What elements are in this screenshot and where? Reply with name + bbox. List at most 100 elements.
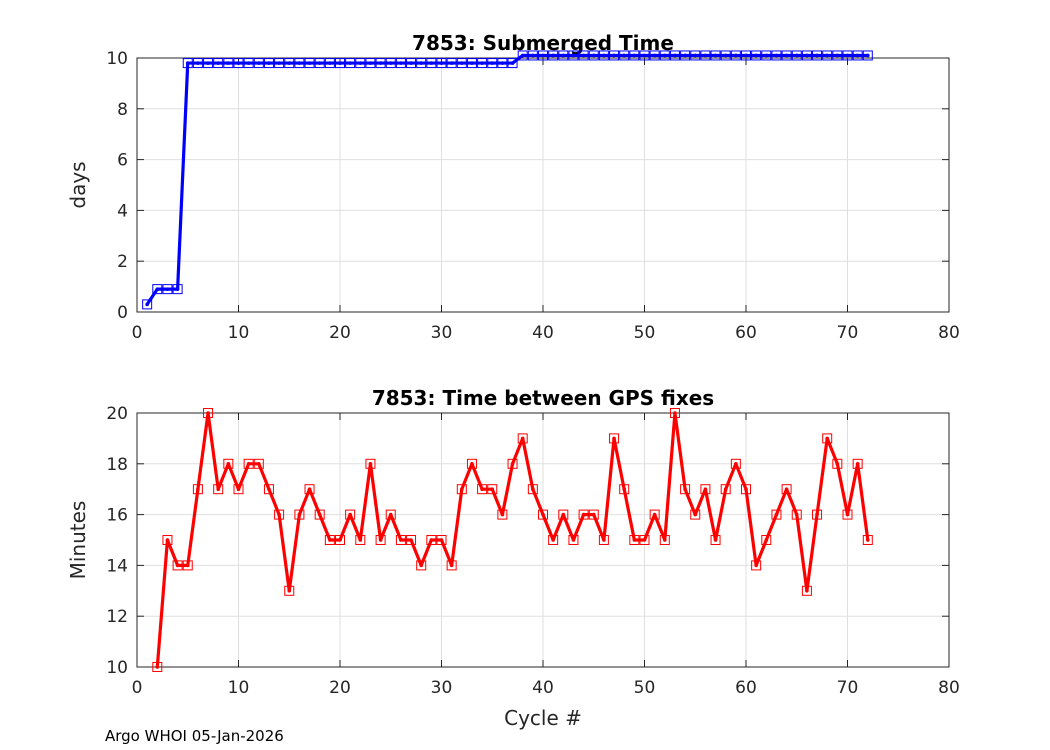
data-point-marker	[588, 50, 599, 61]
data-point-dot	[591, 512, 596, 517]
data-point-marker	[192, 58, 203, 69]
data-point-marker	[345, 509, 356, 520]
data-point-marker	[700, 50, 711, 61]
data-point-marker	[304, 484, 315, 495]
data-point-dot	[520, 436, 525, 441]
data-point-marker	[751, 50, 762, 61]
data-point-marker	[862, 535, 873, 545]
y-tick-label: 14	[106, 556, 128, 576]
data-point-marker	[416, 58, 427, 69]
data-point-marker	[446, 560, 457, 571]
data-point-dot	[754, 53, 758, 58]
data-point-marker	[812, 509, 823, 520]
data-point-dot	[531, 53, 535, 58]
data-point-marker	[639, 535, 650, 545]
data-point-marker	[578, 509, 589, 520]
data-point-marker	[862, 50, 873, 61]
data-point-marker	[152, 662, 163, 672]
data-point-dot	[581, 53, 586, 58]
data-point-dot	[287, 61, 292, 65]
data-point-marker	[477, 484, 488, 495]
data-point-dot	[815, 512, 819, 517]
data-point-marker	[771, 509, 782, 520]
data-point-marker	[730, 458, 741, 469]
data-point-dot	[236, 487, 241, 492]
x-tick-label: 70	[837, 323, 859, 343]
data-point-dot	[652, 53, 657, 58]
data-point-marker	[538, 50, 548, 61]
data-point-marker	[629, 535, 640, 545]
data-point-dot	[591, 53, 596, 58]
data-point-marker	[294, 509, 305, 520]
data-point-marker	[801, 585, 812, 596]
x-tick-label: 50	[634, 323, 656, 343]
data-point-marker	[700, 484, 711, 495]
data-point-dot	[551, 538, 555, 542]
data-point-dot	[541, 512, 545, 517]
data-point-marker	[365, 458, 376, 469]
data-point-marker	[741, 484, 751, 495]
data-point-dot	[774, 512, 779, 517]
data-point-marker	[203, 408, 214, 418]
data-point-dot	[257, 61, 261, 65]
data-point-marker	[304, 58, 315, 69]
x-tick-label: 40	[532, 323, 554, 343]
data-point-dot	[236, 61, 241, 65]
data-point-dot	[185, 563, 190, 568]
data-point-dot	[378, 61, 383, 65]
data-point-marker	[162, 284, 173, 295]
data-point-dot	[155, 287, 160, 291]
data-point-marker	[203, 58, 214, 69]
data-point-marker	[649, 50, 660, 61]
data-point-dot	[581, 512, 586, 517]
data-point-dot	[561, 53, 566, 58]
data-point-marker	[609, 433, 620, 444]
data-point-marker	[801, 50, 812, 61]
x-tick-label: 40	[532, 678, 554, 698]
data-point-dot	[328, 61, 332, 65]
data-point-marker	[659, 535, 670, 545]
data-point-marker	[284, 585, 295, 596]
data-point-marker	[548, 535, 559, 545]
data-point-dot	[338, 61, 342, 65]
data-point-dot	[196, 487, 200, 492]
data-point-marker	[588, 509, 599, 520]
data-point-dot	[805, 53, 809, 58]
data-point-marker	[406, 58, 417, 69]
data-point-marker	[497, 509, 508, 520]
data-point-marker	[355, 58, 366, 69]
data-point-marker	[223, 458, 234, 469]
data-point-marker	[619, 50, 630, 61]
data-point-dot	[500, 512, 505, 517]
x-tick-label: 10	[228, 323, 250, 343]
data-point-marker	[477, 58, 488, 69]
data-point-marker	[527, 50, 538, 61]
data-point-dot	[348, 512, 352, 517]
data-point-marker	[822, 50, 833, 61]
data-point-marker	[324, 58, 335, 69]
data-point-marker	[416, 560, 427, 571]
data-point-dot	[348, 61, 352, 65]
data-point-marker	[852, 458, 863, 469]
data-point-dot	[520, 53, 525, 58]
data-point-marker	[822, 433, 833, 444]
data-point-dot	[297, 61, 302, 65]
y-tick-label: 18	[106, 455, 128, 475]
data-point-dot	[602, 53, 606, 58]
data-point-dot	[439, 538, 444, 542]
data-point-dot	[460, 61, 464, 65]
data-point-marker	[466, 58, 477, 69]
data-point-dot	[399, 538, 403, 542]
data-point-dot	[510, 462, 515, 466]
data-point-dot	[805, 589, 809, 593]
data-point-dot	[622, 487, 626, 492]
data-point-dot	[815, 53, 819, 58]
data-point-marker	[791, 509, 802, 520]
data-point-marker	[324, 535, 335, 545]
x-tick-label: 20	[329, 678, 351, 698]
data-point-marker	[852, 50, 863, 61]
data-point-dot	[277, 61, 281, 65]
data-point-dot	[673, 53, 677, 58]
data-point-marker	[812, 50, 823, 61]
data-point-dot	[713, 53, 718, 58]
